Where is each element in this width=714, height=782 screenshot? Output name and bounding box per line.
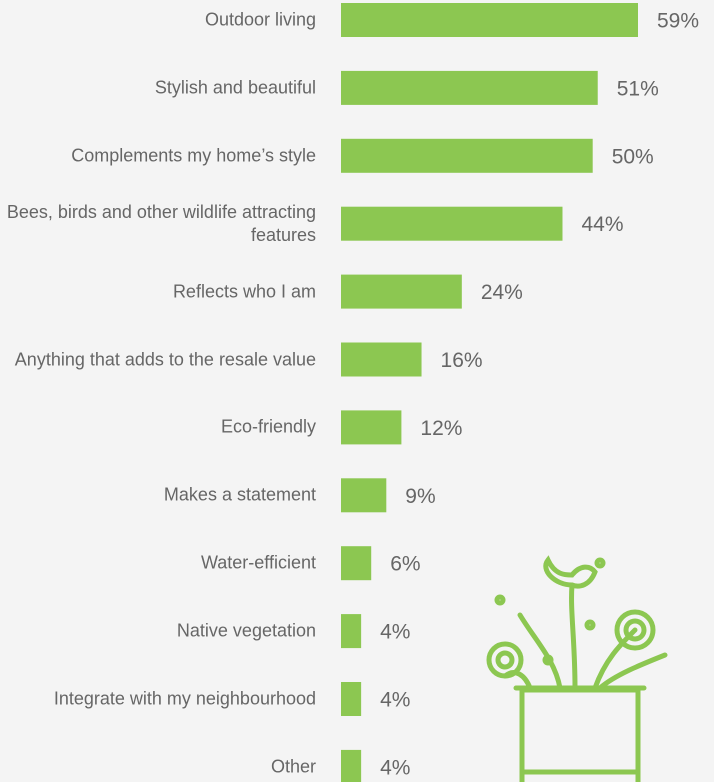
bar	[341, 138, 593, 173]
category-label: Reflects who I am	[172, 281, 316, 302]
bar	[341, 70, 598, 105]
bar	[341, 682, 362, 716]
category-label: Other	[270, 756, 316, 777]
category-label: Stylish and beautiful	[154, 77, 316, 98]
value-label: 59%	[657, 10, 699, 33]
bar	[341, 749, 362, 782]
bar	[341, 206, 563, 241]
value-label: 4%	[380, 689, 410, 712]
value-label: 9%	[405, 485, 435, 508]
category-label: Makes a statement	[163, 484, 316, 505]
bar	[341, 478, 387, 513]
value-label: 50%	[612, 145, 654, 168]
bar	[341, 410, 402, 445]
category-label: Water-efficient	[200, 552, 316, 573]
value-label: 51%	[617, 77, 659, 100]
value-label: 6%	[390, 553, 420, 576]
bar	[341, 546, 372, 581]
value-label: 4%	[380, 621, 410, 644]
bar	[341, 342, 422, 377]
category-label: Integrate with my neighbourhood	[53, 688, 316, 709]
value-label: 4%	[380, 756, 410, 779]
value-label: 12%	[420, 417, 462, 440]
bar	[341, 3, 638, 37]
value-label: 24%	[481, 281, 523, 304]
plant-illustration	[486, 555, 668, 782]
category-label: Native vegetation	[176, 620, 316, 641]
value-label: 44%	[581, 213, 623, 236]
category-label: Outdoor living	[204, 9, 316, 30]
value-label: 16%	[441, 349, 483, 372]
category-label: Anything that adds to the resale value	[14, 349, 316, 369]
bar	[341, 274, 462, 309]
category-label: Bees, birds and other wildlife attractin…	[6, 201, 316, 245]
category-label: Eco-friendly	[220, 416, 316, 437]
bar	[341, 614, 362, 649]
category-label: Complements my home’s style	[71, 145, 316, 166]
